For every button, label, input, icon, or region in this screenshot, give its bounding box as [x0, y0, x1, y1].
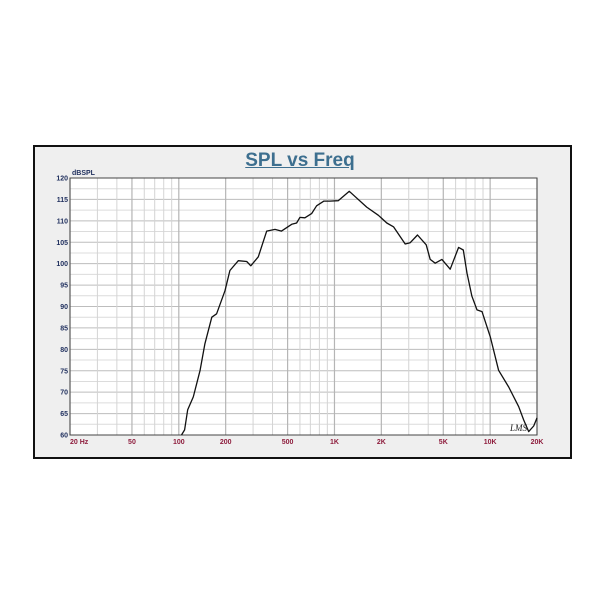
x-tick-label: 20 Hz [70, 439, 89, 446]
y-tick-label: 90 [60, 304, 68, 311]
y-tick-label: 100 [56, 261, 68, 268]
y-tick-label: 60 [60, 433, 68, 440]
y-tick-label: 110 [57, 218, 68, 225]
y-tick-label: 115 [57, 197, 68, 204]
x-tick-label: 200 [220, 439, 232, 446]
chart-title: SPL vs Freq [245, 150, 355, 171]
x-tick-label: 20K [531, 439, 544, 446]
y-tick-label: 120 [56, 176, 68, 183]
x-tick-label: 500 [282, 439, 294, 446]
y-tick-label: 65 [60, 411, 68, 418]
y-tick-label: 80 [60, 347, 68, 354]
x-tick-label: 1K [330, 439, 339, 446]
spl-curve [180, 190, 538, 436]
plot-border [69, 177, 538, 436]
y-tick-label: 105 [56, 240, 68, 247]
y-tick-label: 75 [60, 368, 68, 375]
y-tick-label: 85 [60, 325, 68, 332]
y-tick-label: 70 [60, 390, 68, 397]
x-tick-label: 2K [377, 439, 386, 446]
x-tick-label: 50 [128, 439, 136, 446]
lms-logo: LMS [509, 423, 528, 433]
x-tick-label: 100 [173, 439, 185, 446]
x-tick-label: 5K [439, 439, 448, 446]
y-axis-label: dBSPL [72, 170, 96, 177]
y-tick-label: 95 [60, 283, 68, 290]
x-tick-label: 10K [484, 439, 497, 446]
